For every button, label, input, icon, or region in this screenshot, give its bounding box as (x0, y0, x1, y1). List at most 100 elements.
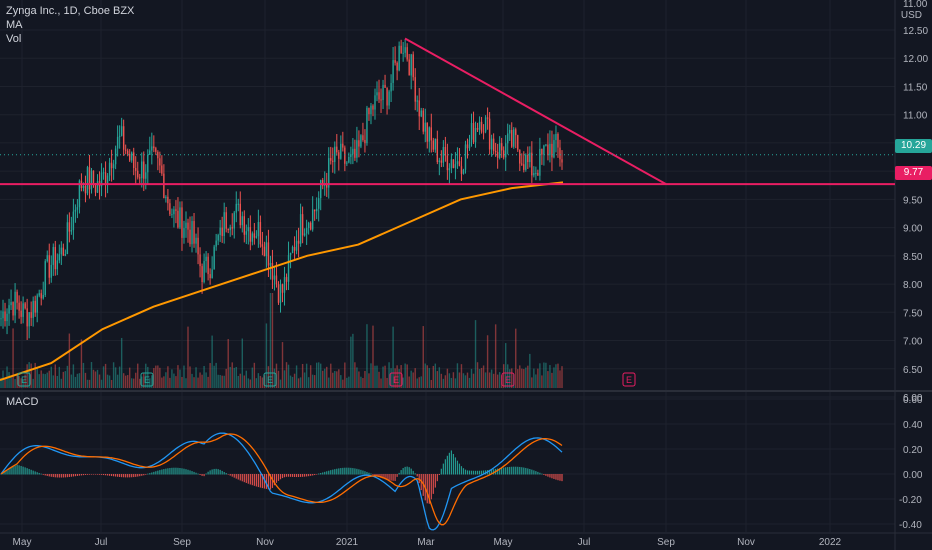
macd-histogram-bar (135, 474, 137, 477)
volume-bar (227, 339, 229, 388)
volume-bar (390, 368, 392, 388)
volume-bar (66, 365, 69, 388)
volume-bar (118, 366, 121, 388)
macd-histogram-bar (265, 474, 268, 489)
candle-body (201, 266, 203, 283)
volume-bar (56, 375, 59, 388)
time-axis-tick: 2022 (819, 537, 842, 548)
candle-body (380, 99, 382, 101)
candle-body (406, 47, 408, 60)
candle-body (239, 203, 241, 226)
volume-bar (4, 378, 6, 388)
macd-histogram-bar (410, 468, 412, 475)
macd-histogram-bar (10, 467, 12, 475)
candle-body (58, 254, 61, 261)
symbol-title[interactable]: Zynga Inc., 1D, Cboe BZX (6, 5, 135, 17)
macd-histogram-bar (153, 471, 155, 475)
candle-body (533, 173, 535, 176)
volume-bar (16, 374, 18, 388)
ma-indicator-label[interactable]: MA (6, 19, 23, 31)
volume-bar (517, 369, 519, 388)
candle-body (100, 172, 103, 187)
volume-bar (358, 371, 360, 388)
macd-histogram-bar (255, 474, 257, 487)
price-axis-tick: 12.50 (903, 26, 928, 37)
time-axis-tick: Nov (737, 537, 755, 548)
descending-trendline (404, 37, 667, 186)
macd-histogram-bar (225, 473, 227, 475)
macd-histogram-bar (137, 474, 139, 477)
macd-histogram-bar (12, 466, 14, 475)
candle-body (48, 255, 50, 278)
volume-bar (309, 365, 312, 388)
price-axis-tick: 11.00 (903, 111, 928, 122)
volume-bar (293, 373, 296, 388)
macd-histogram-bar (88, 474, 91, 475)
candle-body (529, 152, 531, 163)
volume-bar (307, 377, 310, 388)
candle-body (145, 172, 147, 179)
candle-body (22, 303, 24, 317)
macd-histogram-bar (209, 470, 211, 475)
volume-bar (50, 366, 52, 388)
candle-body (444, 146, 447, 156)
time-axis-tick: Jul (95, 537, 108, 548)
candle-body (255, 236, 258, 238)
volume-bar (555, 364, 557, 388)
macd-histogram-bar (318, 473, 320, 475)
candle-body (328, 158, 330, 188)
volume-bar (26, 364, 28, 388)
macd-histogram-bar (28, 468, 30, 475)
candle-body (38, 293, 40, 296)
macd-axis-tick: -0.40 (899, 520, 922, 531)
volume-bar (553, 367, 555, 388)
macd-histogram-bar (259, 474, 261, 488)
price-axis-tick: 8.00 (903, 280, 923, 291)
candle-body (269, 263, 272, 266)
macd-histogram-bar (115, 474, 117, 477)
macd-histogram-bar (86, 474, 89, 475)
volume-bar (199, 372, 201, 388)
macd-histogram-bar (314, 474, 316, 476)
candle-body (555, 133, 557, 141)
candle-body (474, 127, 477, 143)
macd-indicator-label[interactable]: MACD (6, 396, 39, 408)
macd-histogram-bar (121, 474, 123, 478)
volume-bar (259, 375, 262, 388)
macd-histogram-bar (406, 466, 408, 475)
candle-body (155, 148, 157, 152)
volume-bar (80, 339, 83, 388)
macd-histogram-bar (62, 474, 64, 478)
volume-bar (70, 374, 73, 388)
macd-histogram-bar (392, 474, 394, 481)
volume-bar (14, 379, 16, 388)
macd-histogram-bar (454, 457, 457, 475)
macd-histogram-bar (199, 474, 201, 475)
candle-body (191, 221, 193, 245)
macd-axis-tick: 0.00 (903, 470, 923, 481)
macd-histogram-bar (223, 471, 225, 475)
candle-body (502, 150, 505, 158)
candle-body (390, 82, 392, 92)
volume-indicator-label[interactable]: Vol (6, 33, 22, 45)
macd-histogram-bar (388, 474, 390, 481)
volume-bar (539, 363, 541, 388)
volume-bar (104, 363, 107, 388)
macd-histogram-bar (505, 467, 507, 475)
candle-body (428, 127, 430, 142)
volume-bar (94, 371, 97, 388)
volume-bar (545, 362, 547, 388)
volume-bar (384, 365, 386, 388)
volume-bar (257, 373, 260, 388)
macd-histogram-bar (324, 471, 326, 475)
candle-body (396, 62, 398, 71)
candle-body (189, 229, 191, 245)
macd-histogram-bar (273, 474, 276, 486)
candle-body (420, 110, 422, 117)
volume-bar (10, 375, 12, 388)
volume-bar (181, 376, 183, 388)
candle-body (277, 284, 280, 303)
candle-body (394, 60, 396, 63)
volume-bar (408, 376, 410, 388)
